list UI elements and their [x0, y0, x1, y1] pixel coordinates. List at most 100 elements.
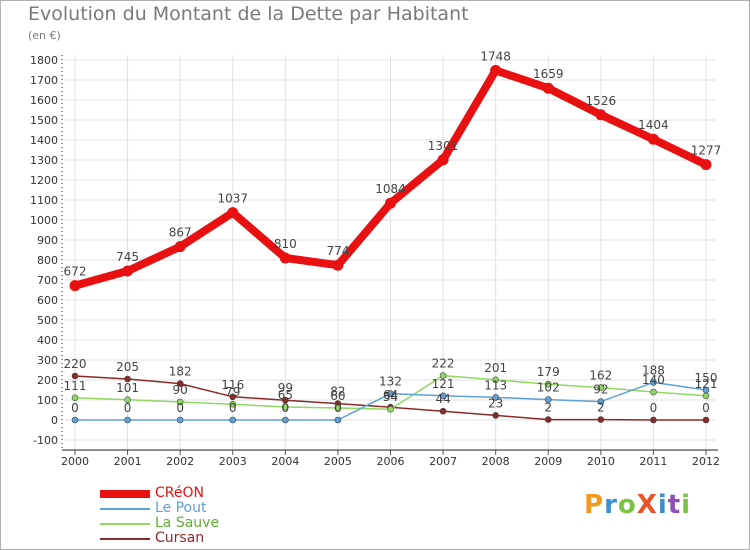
data-point: [124, 375, 131, 383]
legend-item: Le Pout: [100, 500, 300, 516]
data-point: [176, 416, 184, 424]
data-point: [700, 159, 712, 171]
data-label: 1404: [638, 118, 669, 132]
data-point: [647, 133, 659, 145]
legend-label: La Sauve: [155, 515, 220, 531]
data-point: [597, 416, 605, 423]
x-tick-label: 2001: [114, 455, 142, 468]
y-tick-label: 1100: [30, 194, 58, 207]
legend-label: Le Pout: [155, 500, 207, 516]
y-tick-label: 200: [37, 374, 58, 387]
data-point: [385, 197, 396, 209]
data-label: 0: [650, 401, 658, 415]
chart-title: Evolution du Montant de la Dette par Hab…: [28, 3, 469, 25]
data-label: 220: [64, 357, 87, 371]
data-point: [227, 207, 239, 219]
data-point: [650, 416, 657, 424]
data-point: [650, 388, 657, 396]
x-tick-label: 2005: [324, 455, 352, 468]
data-point: [544, 396, 552, 403]
data-label: 23: [488, 396, 503, 410]
data-point: [492, 376, 499, 384]
data-label: 140: [642, 373, 665, 387]
data-label: 162: [589, 369, 612, 383]
data-label: 101: [116, 381, 139, 395]
data-label: 672: [64, 265, 87, 279]
data-label: 90: [173, 383, 188, 397]
x-tick-label: 2010: [587, 455, 615, 468]
data-point: [334, 416, 342, 424]
data-point: [71, 416, 79, 424]
data-point: [282, 403, 289, 411]
data-point: [439, 392, 447, 400]
data-label: 150: [695, 371, 718, 385]
data-label: 179: [537, 365, 560, 379]
y-tick-label: 1300: [30, 154, 58, 167]
y-tick-label: 1000: [30, 214, 58, 227]
data-label: 201: [484, 361, 507, 375]
data-label: 0: [702, 401, 710, 415]
data-point: [229, 416, 237, 424]
data-point: [124, 396, 131, 404]
data-label: 1748: [480, 49, 511, 63]
legend-label: CRéON: [155, 485, 204, 501]
data-label: 113: [484, 378, 507, 392]
data-point: [702, 386, 710, 394]
data-label: 1084: [375, 182, 406, 196]
data-label: 205: [116, 360, 139, 374]
data-label: 116: [221, 378, 244, 392]
data-label: 188: [642, 363, 665, 377]
logo-letter: i: [657, 490, 668, 520]
y-tick-label: 400: [37, 334, 58, 347]
data-point: [544, 416, 552, 423]
data-point: [492, 394, 499, 401]
logo-letter: r: [604, 490, 618, 520]
data-label: 774: [326, 244, 349, 258]
y-tick-label: 800: [37, 254, 58, 267]
data-point: [387, 405, 394, 413]
data-label: 64: [383, 388, 398, 402]
data-point: [334, 404, 342, 412]
y-tick-label: 1500: [30, 114, 58, 127]
logo-letter: t: [667, 490, 682, 520]
data-point: [176, 380, 184, 387]
data-labels: 672 745 867 1037 810 774 1084 1301 1748 1659 1526 1…: [64, 49, 722, 415]
x-tick-label: 2009: [534, 455, 562, 468]
data-point: [71, 394, 79, 402]
data-point: [229, 393, 237, 401]
data-label: 92: [593, 383, 608, 397]
data-point: [122, 265, 134, 277]
data-point: [650, 379, 657, 386]
data-point: [387, 390, 394, 397]
legend: CRéON Le Pout La Sauve Cursan: [100, 485, 300, 546]
data-label: 99: [278, 381, 293, 395]
legend-label: Cursan: [155, 530, 205, 546]
y-tick-label: 1400: [30, 134, 58, 147]
logo-letter: o: [617, 490, 637, 520]
y-tick-label: -100: [33, 434, 58, 447]
data-point: [279, 252, 291, 264]
legend-item: CRéON: [100, 485, 300, 501]
y-tick-label: 1800: [30, 54, 58, 67]
data-point: [282, 416, 289, 424]
data-label: 132: [379, 375, 402, 389]
y-tick-label: 300: [37, 354, 58, 367]
data-label: 1277: [691, 144, 722, 158]
data-point: [282, 396, 289, 404]
data-label: 0: [229, 401, 237, 415]
data-label: 0: [124, 401, 132, 415]
x-tick-label: 2000: [61, 455, 89, 468]
legend-swatch: [100, 490, 150, 498]
logo-letter: i: [681, 490, 692, 520]
y-tick-label: 0: [51, 414, 58, 427]
data-point: [69, 280, 81, 292]
data-point: [492, 412, 499, 419]
data-point: [439, 372, 447, 379]
data-label: 54: [383, 390, 398, 404]
data-label: 0: [334, 401, 342, 415]
legend-item: La Sauve: [100, 515, 300, 531]
data-point: [71, 372, 79, 380]
data-point: [437, 154, 449, 166]
data-label: 60: [330, 389, 345, 403]
data-label: 121: [432, 377, 455, 391]
